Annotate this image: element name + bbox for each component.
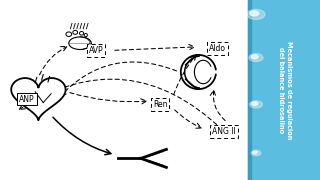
Circle shape <box>249 54 263 62</box>
Circle shape <box>253 151 258 154</box>
Text: AVP: AVP <box>89 46 103 55</box>
Circle shape <box>251 55 258 59</box>
Text: ANG II: ANG II <box>212 127 236 136</box>
Text: ANP: ANP <box>20 94 35 103</box>
Bar <box>248 0 251 180</box>
Text: Ren: Ren <box>153 100 167 109</box>
Polygon shape <box>11 78 66 120</box>
Circle shape <box>69 37 91 50</box>
Circle shape <box>247 9 265 19</box>
Circle shape <box>251 150 261 156</box>
Text: Mecanismos de regulacion
del balance hidrosalino: Mecanismos de regulacion del balance hid… <box>278 41 292 139</box>
Circle shape <box>250 101 262 108</box>
Circle shape <box>252 102 258 105</box>
Text: Aldo: Aldo <box>209 44 226 53</box>
Bar <box>248 0 320 180</box>
Circle shape <box>250 11 259 16</box>
